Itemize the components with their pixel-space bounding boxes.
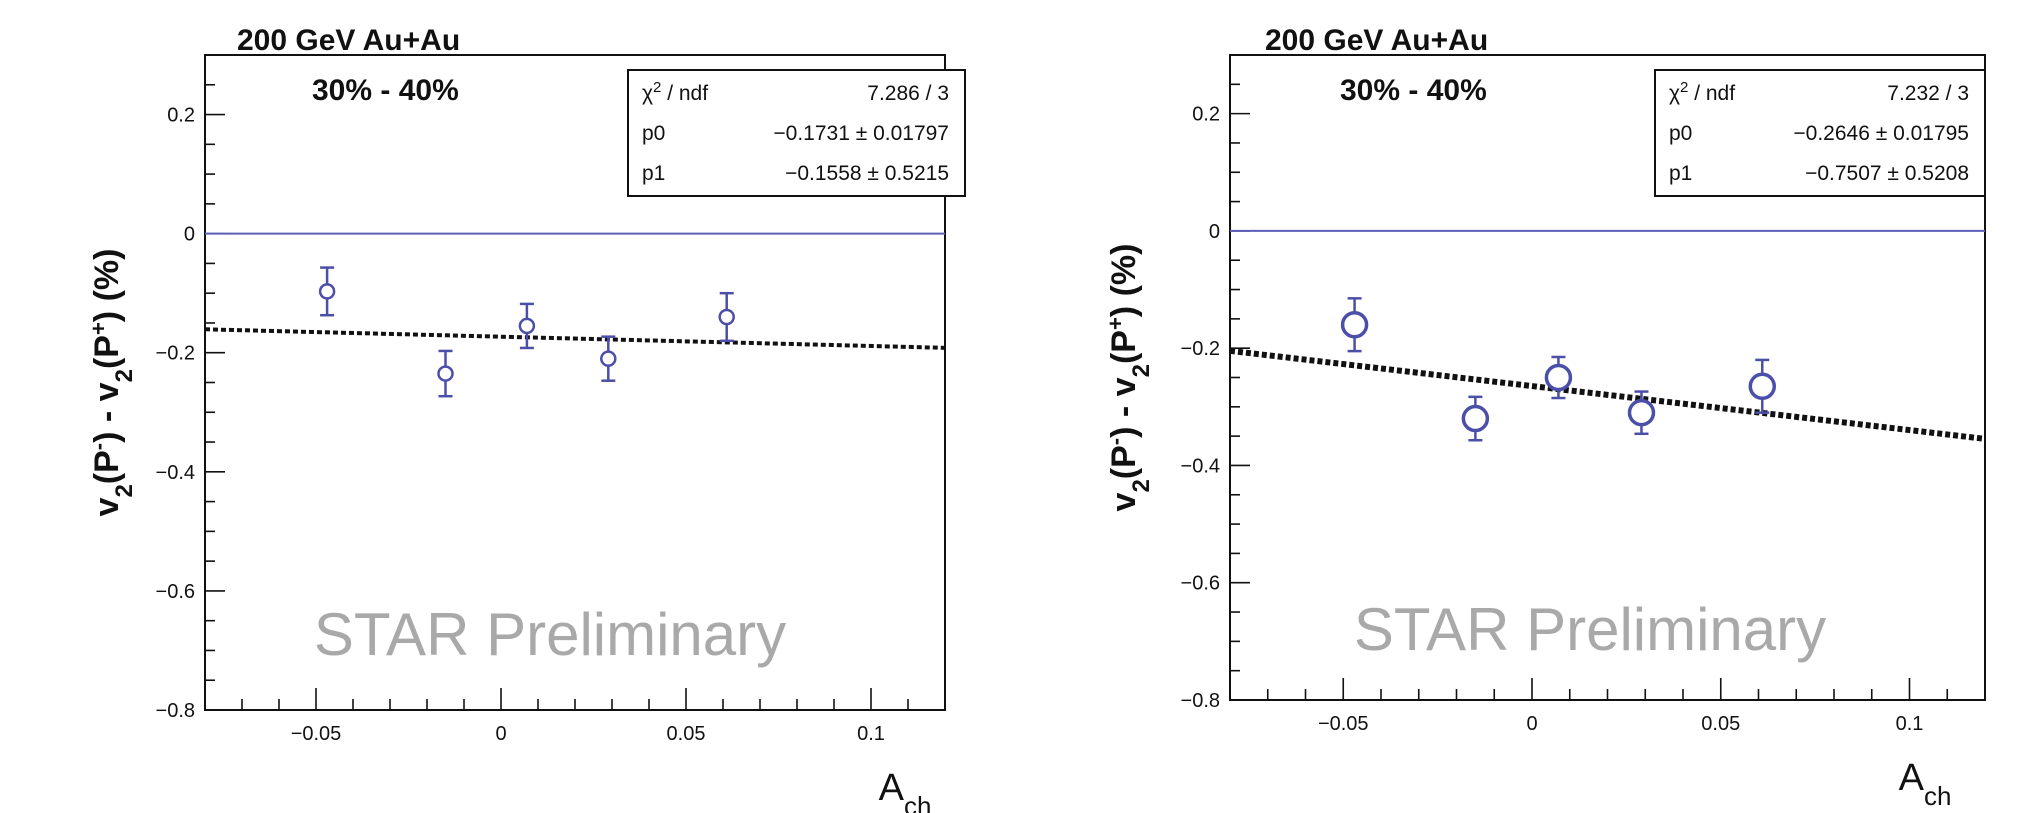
x-tick-label: 0.1 <box>857 723 885 745</box>
fit-stat-value: −0.1558 ± 0.5215 <box>785 162 949 185</box>
y-tick-label: −0.2 <box>1181 338 1220 360</box>
y-tick-label: 0 <box>184 224 195 246</box>
x-tick-label: 0.05 <box>1701 713 1740 735</box>
fit-stat-label: p1 <box>1669 162 1692 185</box>
data-point <box>1544 363 1573 392</box>
y-label-part: (P <box>1105 445 1143 479</box>
y-label-part: ) (%) <box>88 249 126 323</box>
stat-label-main: χ <box>1669 82 1680 105</box>
x-axis-label: Ach <box>879 767 932 813</box>
y-tick-label: −0.4 <box>156 462 195 484</box>
y-label-part: ) - v <box>88 382 126 443</box>
stat-label-main: p1 <box>642 162 665 185</box>
centrality-label: 30% - 40% <box>312 74 459 107</box>
y-label-part: v <box>1105 492 1143 511</box>
data-point <box>437 365 454 382</box>
x-tick-label: 0 <box>495 723 506 745</box>
stat-label-sup: 2 <box>653 79 661 96</box>
x-label-main: A <box>879 767 905 809</box>
x-label-main: A <box>1899 757 1925 799</box>
fit-stat-label: χ2 / ndf <box>642 79 708 106</box>
y-label-sup: - <box>1103 438 1128 445</box>
y-label-part: (P <box>88 450 126 484</box>
y-label-part: v <box>88 497 126 516</box>
stat-label-rest: / ndf <box>661 82 708 105</box>
y-tick-label: −0.6 <box>156 581 195 603</box>
y-tick-label: 0 <box>1209 221 1220 243</box>
y-tick-label: 0.2 <box>1192 104 1220 126</box>
linear-fit-line <box>1229 347 1986 442</box>
y-tick-label: −0.8 <box>1181 690 1220 712</box>
y-label-sub: 2 <box>1128 479 1155 492</box>
data-point <box>518 317 536 335</box>
x-tick-label: 0.1 <box>1896 713 1924 735</box>
left-panel: 0.20−0.2−0.4−0.6−0.8−0.05 0 0.05 0.1v2(P-) … <box>86 24 966 813</box>
x-tick-label: −0.05 <box>291 723 342 745</box>
preliminary-watermark: STAR Preliminary <box>314 601 786 668</box>
y-tick-label: −0.4 <box>1181 455 1220 477</box>
data-point <box>1461 404 1490 433</box>
stat-label-main: p1 <box>1669 162 1692 185</box>
collision-label: 200 GeV Au+Au <box>237 24 460 57</box>
preliminary-watermark: STAR Preliminary <box>1354 596 1826 663</box>
linear-fit-line <box>204 327 946 350</box>
collision-label: 200 GeV Au+Au <box>1265 24 1488 57</box>
data-point <box>1627 398 1656 427</box>
y-tick-label: 0.2 <box>167 105 195 127</box>
y-label-part: ) (%) <box>1105 244 1143 318</box>
y-axis-label: v2(P-) - v2(P+) (%) <box>1103 244 1155 512</box>
fit-stat-label: χ2 / ndf <box>1669 79 1735 106</box>
x-axis-label: Ach <box>1899 757 1952 811</box>
fit-stat-value: 7.232 / 3 <box>1887 82 1969 105</box>
y-label-sub: 2 <box>111 369 138 382</box>
data-point <box>318 283 336 300</box>
fit-stat-value: −0.1731 ± 0.01797 <box>773 122 949 145</box>
y-label-sub: 2 <box>111 484 138 497</box>
fit-stat-label: p1 <box>642 162 665 185</box>
x-tick-label: 0.05 <box>667 723 706 745</box>
x-label-sub: ch <box>904 791 931 813</box>
data-point <box>718 308 735 326</box>
data-point <box>600 350 617 367</box>
fit-stats-box <box>627 69 966 197</box>
x-tick-label: −0.05 <box>1318 713 1369 735</box>
fit-stat-label: p0 <box>642 122 665 145</box>
y-label-part: (P <box>1105 330 1143 364</box>
y-axis-label: v2(P-) - v2(P+) (%) <box>86 249 138 517</box>
y-label-sub: 2 <box>1128 364 1155 377</box>
fit-stats-box <box>1654 69 1986 197</box>
y-tick-label: −0.2 <box>156 343 195 365</box>
y-tick-label: −0.8 <box>156 700 195 722</box>
y-label-sup: + <box>1103 317 1128 330</box>
y-label-sup: - <box>86 443 111 450</box>
fit-stat-label: p0 <box>1669 122 1692 145</box>
centrality-label: 30% - 40% <box>1340 74 1487 107</box>
right-panel: 0.20−0.2−0.4−0.6−0.8−0.05 0 0.05 0.1v2(P-) … <box>1103 24 1986 811</box>
stat-label-sup: 2 <box>1680 79 1688 96</box>
data-point <box>1340 310 1369 339</box>
x-label-sub: ch <box>1924 781 1951 811</box>
stat-label-main: p0 <box>642 122 665 145</box>
stat-label-main: p0 <box>1669 122 1692 145</box>
y-label-part: ) - v <box>1105 377 1143 438</box>
data-point <box>1748 372 1777 401</box>
stat-label-main: χ <box>642 82 653 105</box>
x-tick-label: 0 <box>1526 713 1537 735</box>
fit-stat-value: −0.7507 ± 0.5208 <box>1805 162 1969 185</box>
fit-stat-value: 7.286 / 3 <box>867 82 949 105</box>
stat-label-rest: / ndf <box>1688 82 1735 105</box>
y-label-sup: + <box>86 322 111 335</box>
y-tick-label: −0.6 <box>1181 573 1220 595</box>
fit-stat-value: −0.2646 ± 0.01795 <box>1793 122 1969 145</box>
y-label-part: (P <box>88 335 126 369</box>
